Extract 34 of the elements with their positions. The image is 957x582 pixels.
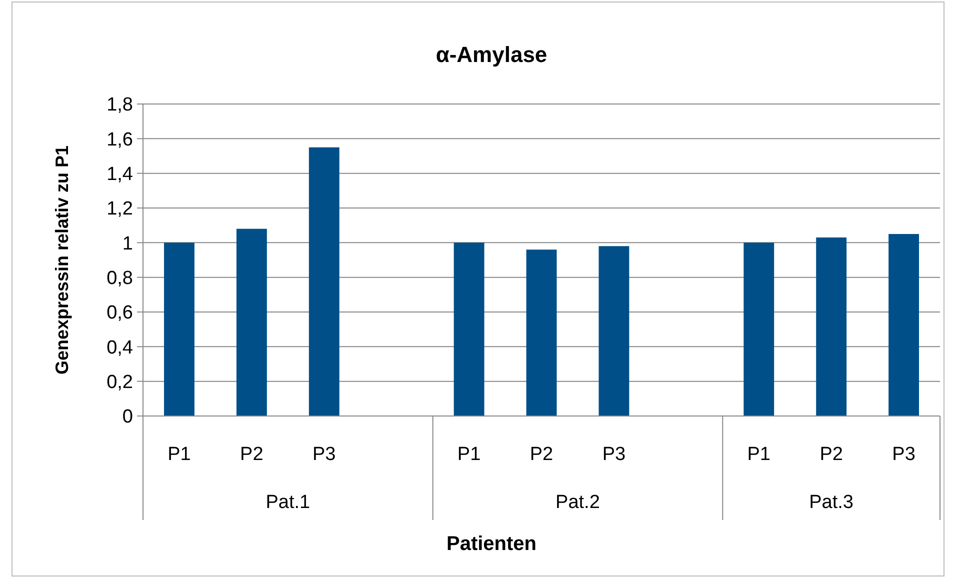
text: Pat.1 (266, 492, 310, 513)
y-tick-label: 1 (122, 233, 133, 254)
y-axis-title: Genexpressin relativ zu P1 (52, 145, 72, 375)
y-tick-label: 0,6 (106, 302, 133, 324)
bar (816, 237, 847, 416)
chart-title: α-Amylase (436, 42, 548, 67)
text: Pat.2 (556, 492, 600, 513)
bar (454, 242, 484, 416)
x-tick-label: P1 (747, 444, 770, 465)
x-tick-label: P1 (457, 444, 481, 465)
bar (308, 147, 340, 416)
y-tick-label: 0 (122, 406, 133, 428)
y-tick-label: 0,8 (106, 268, 133, 289)
y-tick-label: 0,2 (106, 372, 133, 393)
bar (888, 234, 919, 416)
text: Pat.3 (809, 492, 854, 513)
bar (744, 242, 774, 416)
x-tick-label: P2 (530, 444, 554, 465)
x-tick-label: P2 (820, 444, 843, 465)
y-tick-label: 1,8 (106, 94, 133, 116)
y-tick-label: 1,6 (106, 129, 133, 150)
bar (526, 250, 557, 416)
y-tick-label: 1,4 (106, 164, 134, 185)
bar (598, 246, 630, 416)
x-tick-label: P3 (312, 444, 336, 465)
x-tick-label: P3 (602, 444, 626, 465)
y-tick-label: 1,2 (106, 198, 133, 220)
x-tick-label: P3 (892, 444, 916, 465)
x-axis-title: Patienten (446, 533, 537, 555)
y-tick-label: 0,4 (106, 337, 134, 358)
x-tick-label: P1 (168, 444, 191, 465)
bar (236, 228, 267, 416)
x-tick-label: P2 (240, 444, 264, 465)
bar (164, 242, 194, 416)
